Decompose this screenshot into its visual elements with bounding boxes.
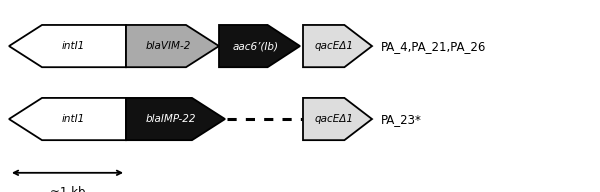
Text: intI1: intI1 (62, 114, 85, 124)
Text: qacEΔ1: qacEΔ1 (314, 114, 353, 124)
Text: intI1: intI1 (62, 41, 85, 51)
Polygon shape (303, 98, 372, 140)
Polygon shape (126, 98, 225, 140)
Polygon shape (303, 25, 372, 67)
Text: qacEΔ1: qacEΔ1 (314, 41, 353, 51)
Text: PA_23*: PA_23* (381, 113, 422, 126)
Polygon shape (219, 25, 300, 67)
Polygon shape (9, 25, 126, 67)
Text: aac6’(Ib): aac6’(Ib) (232, 41, 278, 51)
Text: blaVIM-2: blaVIM-2 (145, 41, 191, 51)
Text: blaIMP-22: blaIMP-22 (145, 114, 196, 124)
Text: ≈1 kb: ≈1 kb (50, 186, 85, 192)
Polygon shape (126, 25, 219, 67)
Text: PA_4,PA_21,PA_26: PA_4,PA_21,PA_26 (381, 40, 487, 53)
Polygon shape (9, 98, 126, 140)
